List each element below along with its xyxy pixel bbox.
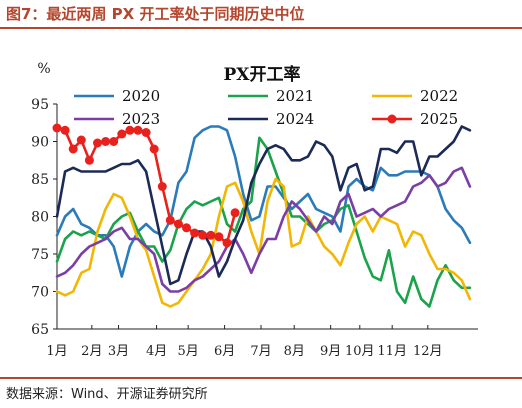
x-tick-label: 12月: [413, 344, 443, 359]
data-point-2025: [84, 155, 94, 165]
series-line-2021: [55, 136, 472, 308]
y-tick-label: 95: [31, 97, 49, 113]
chart-title: PX开工率: [224, 64, 301, 85]
y-tick-label: 70: [31, 285, 49, 301]
legend-label: 2024: [276, 110, 314, 128]
series-line-2020: [55, 125, 472, 278]
y-tick-label: 80: [31, 210, 49, 226]
x-tick-label: 2月: [81, 344, 102, 359]
legend-label: 2021: [276, 87, 314, 105]
legend-item-2020: 2020: [74, 87, 160, 105]
data-point-2025: [230, 208, 240, 218]
series-line-2022: [55, 177, 472, 308]
x-tick-label: 1月: [46, 344, 67, 359]
data-point-2025: [190, 228, 200, 238]
legend-item-2024: 2024: [228, 110, 314, 128]
title-rule: [0, 27, 522, 29]
legend-item-2021: 2021: [228, 87, 314, 105]
x-tick-label: 6月: [214, 344, 235, 359]
x-tick-label: 4月: [146, 344, 167, 359]
data-point-2025: [117, 129, 127, 139]
x-tick-label: 3月: [108, 344, 129, 359]
data-point-2025: [60, 125, 70, 135]
x-tick-label: 9月: [320, 344, 341, 359]
legend-marker: [387, 114, 397, 124]
data-point-2025: [206, 230, 216, 240]
data-point-2025: [198, 230, 208, 240]
y-axis: 65 70 75 80 85 90 95: [31, 97, 58, 338]
data-point-2025: [214, 232, 224, 242]
data-point-2025: [125, 125, 135, 135]
chart: PX开工率 % 2020 2021 2022 2023 2024 2025 65 70 75 8…: [31, 61, 478, 359]
x-tick-label: 11月: [377, 344, 407, 359]
legend-item-2025: 2025: [372, 110, 458, 128]
y-tick-label: 85: [31, 172, 49, 188]
data-point-2025: [141, 128, 151, 137]
legend-label: 2020: [122, 87, 160, 105]
source-rule: [0, 377, 522, 379]
data-point-2025: [93, 138, 102, 148]
data-point-2025: [149, 144, 159, 154]
data-point-2025: [222, 238, 232, 248]
data-point-2025: [101, 137, 111, 146]
legend-label: 2025: [420, 110, 458, 128]
figure-title: 图7：最近两周 PX 开工率处于同期历史中位: [6, 5, 305, 23]
data-point-2025: [165, 215, 175, 225]
data-point-2025: [76, 135, 86, 145]
data-point-2025: [109, 137, 119, 146]
data-point-2025: [133, 125, 143, 135]
data-point-2025: [182, 223, 191, 233]
legend-label: 2022: [420, 87, 458, 105]
y-tick-label: 75: [31, 247, 49, 263]
y-tick-label: 65: [31, 322, 49, 338]
x-tick-label: 5月: [178, 344, 199, 359]
data-point-2025: [173, 219, 183, 229]
y-tick-label: 90: [31, 135, 49, 151]
legend-item-2023: 2023: [74, 110, 160, 128]
x-axis: 1月 2月 3月 4月 5月 6月 7月 8月 9月 10月 11月 12月: [46, 325, 478, 359]
legend: 2020 2021 2022 2023 2024 2025: [74, 87, 458, 128]
series-line-2024: [55, 125, 472, 286]
data-point-2025: [157, 182, 167, 191]
x-tick-label: 7月: [250, 344, 271, 359]
data-point-2025: [52, 123, 62, 133]
source-note: 数据来源：Wind、开源证券研究所: [6, 387, 208, 402]
y-axis-unit: %: [37, 61, 50, 77]
x-tick-label: 8月: [284, 344, 305, 359]
legend-label: 2023: [122, 110, 160, 128]
data-point-2025: [68, 144, 78, 154]
x-tick-label: 10月: [345, 344, 375, 359]
legend-item-2022: 2022: [372, 87, 458, 105]
plot-area: [52, 123, 472, 308]
series-line-2023: [55, 166, 472, 293]
